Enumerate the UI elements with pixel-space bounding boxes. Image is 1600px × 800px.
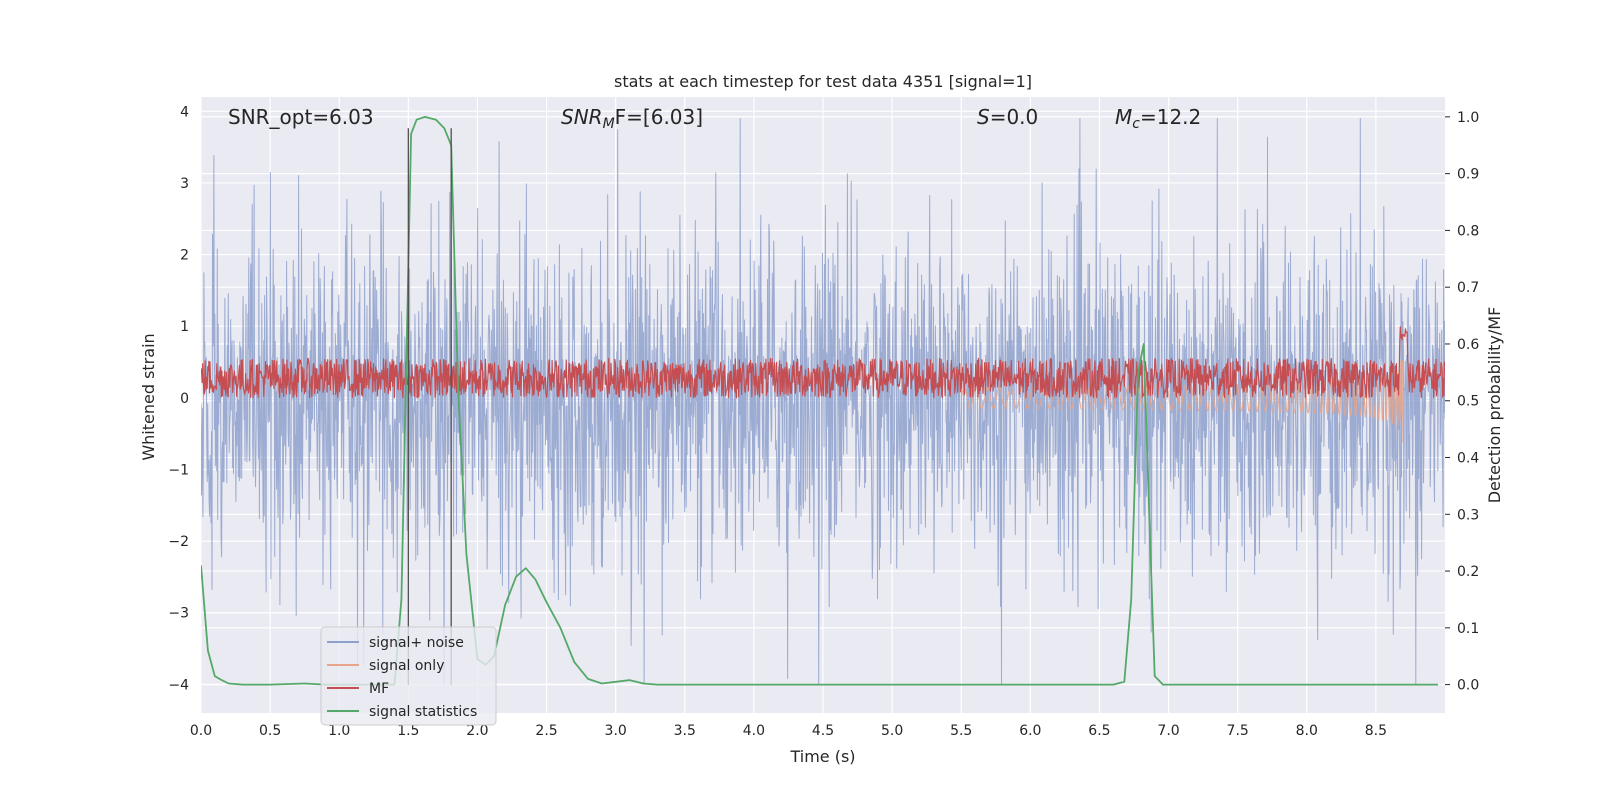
legend-label: signal statistics [369,704,477,720]
s-name: S [977,105,990,129]
x-tick-label: 3.5 [674,723,696,739]
x-tick-label: 1.0 [328,723,350,739]
snr-mf-subscript: M [603,116,615,132]
y-tick-label-left: 0 [180,391,189,407]
y-tick-label-right: 0.6 [1457,337,1479,353]
y-tick-label-right: 0.0 [1457,678,1479,694]
y-tick-label-right: 0.8 [1457,223,1479,239]
detection-window-lines [407,128,452,685]
x-tick-label: 7.0 [1157,723,1179,739]
y-tick-label-right: 0.2 [1457,564,1479,580]
x-tick-label: 5.0 [881,723,903,739]
y-tick-label-right: 0.4 [1457,451,1479,467]
y-axis-label-right: Detection probability/MF [1485,307,1504,504]
snr-mf-value: F=[6.03] [615,105,703,129]
y-tick-label-left: −3 [168,606,189,622]
x-tick-label: 6.5 [1088,723,1110,739]
legend-label: MF [369,681,389,697]
x-tick-label: 6.0 [1019,723,1041,739]
mc-subscript: c [1132,116,1140,132]
chart-title: stats at each timestep for test data 435… [614,72,1032,91]
snr-opt-annotation: SNR_opt=6.03 [228,105,374,129]
x-tick-label: 0.0 [190,723,212,739]
legend-box [320,626,497,726]
snr-mf-annotation: SNRMF=[6.03] [561,105,703,132]
x-tick-label: 2.0 [466,723,488,739]
y-tick-label-right: 0.3 [1457,507,1479,523]
legend: signal+ noise signal only MF signal statist… [320,626,497,726]
x-tick-label: 0.5 [259,723,281,739]
x-tick-label: 3.0 [605,723,627,739]
y-tick-label-left: 1 [180,319,189,335]
y-tick-label-left: 3 [180,176,189,192]
y-tick-label-left: 4 [180,104,189,120]
x-tick-label: 1.5 [397,723,419,739]
x-tick-label: 5.5 [950,723,972,739]
y-tick-label-right: 0.5 [1457,394,1479,410]
snr-mf-name: SNR [561,105,603,129]
y-tick-label-left: −2 [168,534,189,550]
grid [200,97,1445,713]
y-tick-label-right: 0.1 [1457,621,1479,637]
s-annotation: S=0.0 [977,105,1038,129]
y-axis-label-left: Whitened strain [139,333,158,460]
x-axis-label: Time (s) [789,747,855,766]
y-tick-label-right: 0.7 [1457,280,1479,296]
x-tick-label: 2.5 [535,723,557,739]
y-tick-label-left: 2 [180,248,189,264]
ticks: 0.0 0.5 1.0 1.5 2.0 2.5 3.0 3.5 4.0 4.5 5.0 5.5 6.0 6… [168,104,1479,739]
mc-annotation: Mc=12.2 [1115,105,1201,132]
mc-value: =12.2 [1140,105,1201,129]
x-tick-label: 4.0 [743,723,765,739]
s-value: =0.0 [990,105,1039,129]
legend-label: signal+ noise [369,635,464,651]
mc-name: M [1115,105,1132,129]
y-tick-label-right: 1.0 [1457,110,1479,126]
y-tick-label-right: 0.9 [1457,167,1479,183]
y-tick-label-left: −4 [168,677,189,693]
x-tick-label: 8.0 [1296,723,1318,739]
x-tick-label: 7.5 [1227,723,1249,739]
x-tick-label: 8.5 [1365,723,1387,739]
y-tick-label-left: −1 [168,462,189,478]
legend-label: signal only [369,658,444,674]
x-tick-label: 4.5 [812,723,834,739]
